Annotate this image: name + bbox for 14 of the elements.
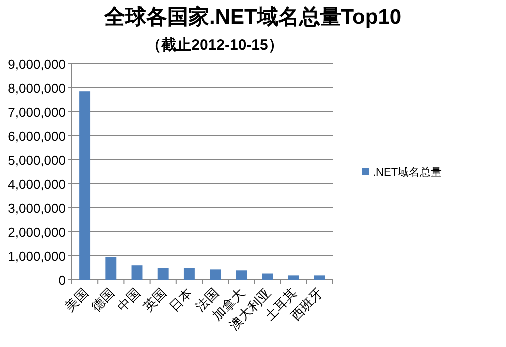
legend-label: .NET域名总量 xyxy=(373,166,442,179)
y-tick-label: 8,000,000 xyxy=(8,81,66,96)
title: 全球各国家.NET域名总量Top10 xyxy=(104,6,402,29)
y-tick-label: 9,000,000 xyxy=(8,57,66,72)
y-tick-label: 5,000,000 xyxy=(8,153,66,168)
subtitle: （截止2012-10-15） xyxy=(146,37,284,54)
y-tick-label: 6,000,000 xyxy=(8,129,66,144)
y-tick-label: 1,000,000 xyxy=(8,249,66,264)
x-tick-label: 日本 xyxy=(166,286,196,315)
y-tick-label: 0 xyxy=(58,273,66,288)
y-tick-label: 2,000,000 xyxy=(8,225,66,240)
y-tick-label: 4,000,000 xyxy=(8,177,66,192)
y-tick-label: 7,000,000 xyxy=(8,105,66,120)
y-tick-label: 3,000,000 xyxy=(8,201,66,216)
